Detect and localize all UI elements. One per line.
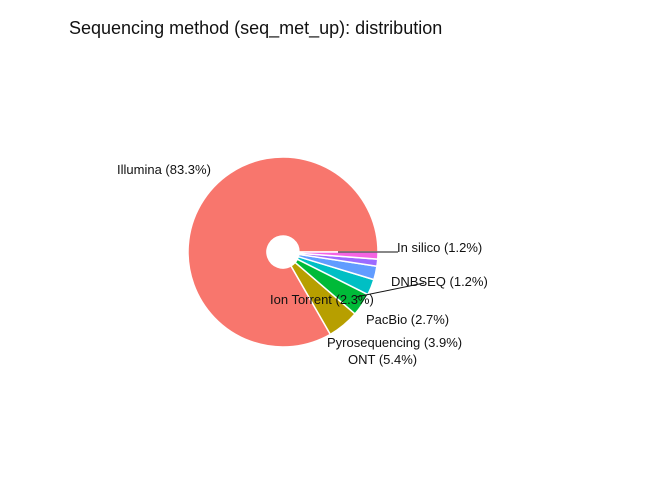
- slice-label: ONT (5.4%): [348, 352, 417, 367]
- slice-label: In silico (1.2%): [397, 240, 482, 255]
- chart-title: Sequencing method (seq_met_up): distribu…: [69, 18, 443, 38]
- label-leader-line: [355, 282, 425, 298]
- slice-label: Pyrosequencing (3.9%): [327, 335, 462, 350]
- pie-slice: [298, 251, 379, 260]
- pie-slice: [187, 156, 379, 348]
- slice-label: Ion Torrent (2.3%): [270, 292, 374, 307]
- slice-label: PacBio (2.7%): [366, 312, 449, 327]
- slice-label: DNBSEQ (1.2%): [391, 274, 488, 289]
- slice-label: Illumina (83.3%): [117, 162, 211, 177]
